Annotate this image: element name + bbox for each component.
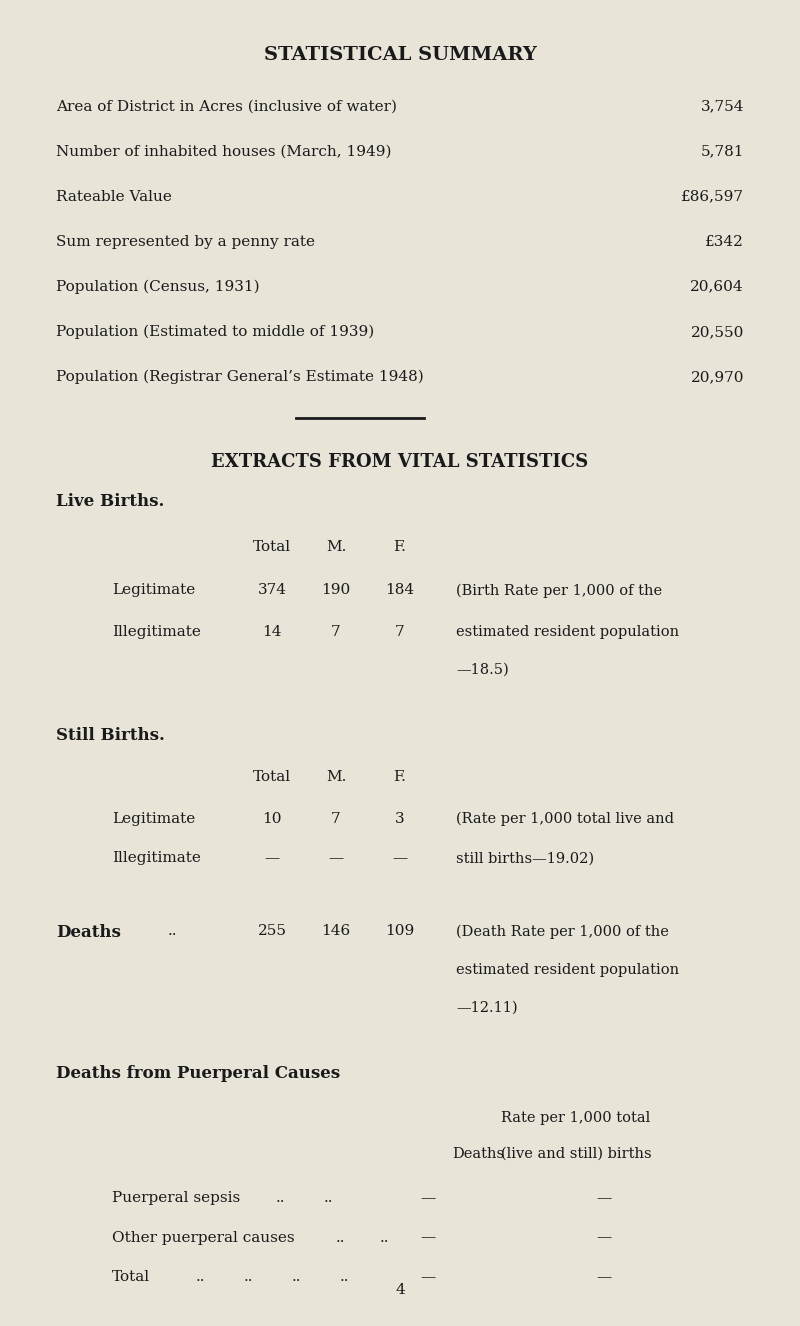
Text: (live and still) births: (live and still) births — [501, 1147, 651, 1162]
Text: EXTRACTS FROM VITAL STATISTICS: EXTRACTS FROM VITAL STATISTICS — [211, 453, 589, 472]
Text: 7: 7 — [331, 812, 341, 826]
Text: —: — — [596, 1231, 612, 1245]
Text: ..: .. — [292, 1270, 302, 1285]
Text: Sum represented by a penny rate: Sum represented by a penny rate — [56, 235, 315, 249]
Text: 3: 3 — [395, 812, 405, 826]
Text: —: — — [596, 1270, 612, 1285]
Text: ..: .. — [324, 1191, 334, 1205]
Text: Deaths: Deaths — [452, 1147, 504, 1162]
Text: (Death Rate per 1,000 of the: (Death Rate per 1,000 of the — [456, 924, 669, 939]
Text: 14: 14 — [262, 625, 282, 639]
Text: Total: Total — [253, 540, 291, 554]
Text: Legitimate: Legitimate — [112, 812, 195, 826]
Text: Deaths: Deaths — [56, 924, 121, 941]
Text: 20,970: 20,970 — [690, 370, 744, 385]
Text: —18.5): —18.5) — [456, 663, 509, 678]
Text: (Birth Rate per 1,000 of the: (Birth Rate per 1,000 of the — [456, 583, 662, 598]
Text: Total: Total — [112, 1270, 150, 1285]
Text: 109: 109 — [386, 924, 414, 939]
Text: STATISTICAL SUMMARY: STATISTICAL SUMMARY — [263, 46, 537, 65]
Text: Population (Census, 1931): Population (Census, 1931) — [56, 280, 260, 294]
Text: £86,597: £86,597 — [681, 190, 744, 204]
Text: —: — — [264, 851, 280, 866]
Text: 4: 4 — [395, 1282, 405, 1297]
Text: M.: M. — [326, 770, 346, 785]
Text: Total: Total — [253, 770, 291, 785]
Text: Still Births.: Still Births. — [56, 727, 165, 744]
Text: estimated resident population: estimated resident population — [456, 963, 679, 977]
Text: ..: .. — [244, 1270, 254, 1285]
Text: —: — — [420, 1270, 436, 1285]
Text: Deaths from Puerperal Causes: Deaths from Puerperal Causes — [56, 1065, 340, 1082]
Text: Rateable Value: Rateable Value — [56, 190, 172, 204]
Text: (Rate per 1,000 total live and: (Rate per 1,000 total live and — [456, 812, 674, 826]
Text: —12.11): —12.11) — [456, 1001, 518, 1016]
Text: Area of District in Acres (inclusive of water): Area of District in Acres (inclusive of … — [56, 99, 397, 114]
Text: 146: 146 — [322, 924, 350, 939]
Text: 5,781: 5,781 — [701, 145, 744, 159]
Text: 7: 7 — [395, 625, 405, 639]
Text: ..: .. — [380, 1231, 390, 1245]
Text: £342: £342 — [705, 235, 744, 249]
Text: Puerperal sepsis: Puerperal sepsis — [112, 1191, 240, 1205]
Text: —: — — [596, 1191, 612, 1205]
Text: 3,754: 3,754 — [701, 99, 744, 114]
Text: F.: F. — [394, 540, 406, 554]
Text: M.: M. — [326, 540, 346, 554]
Text: —: — — [328, 851, 344, 866]
Text: 7: 7 — [331, 625, 341, 639]
Text: —: — — [392, 851, 408, 866]
Text: 20,550: 20,550 — [690, 325, 744, 339]
Text: Legitimate: Legitimate — [112, 583, 195, 598]
Text: Rate per 1,000 total: Rate per 1,000 total — [502, 1111, 650, 1126]
Text: ..: .. — [276, 1191, 286, 1205]
Text: Illegitimate: Illegitimate — [112, 625, 201, 639]
Text: 184: 184 — [386, 583, 414, 598]
Text: —: — — [420, 1191, 436, 1205]
Text: still births—19.02): still births—19.02) — [456, 851, 594, 866]
Text: 20,604: 20,604 — [690, 280, 744, 294]
Text: 10: 10 — [262, 812, 282, 826]
Text: Population (Estimated to middle of 1939): Population (Estimated to middle of 1939) — [56, 325, 374, 339]
Text: Number of inhabited houses (March, 1949): Number of inhabited houses (March, 1949) — [56, 145, 391, 159]
Text: Other puerperal causes: Other puerperal causes — [112, 1231, 294, 1245]
Text: Live Births.: Live Births. — [56, 493, 164, 511]
Text: —: — — [420, 1231, 436, 1245]
Text: ..: .. — [196, 1270, 206, 1285]
Text: 255: 255 — [258, 924, 286, 939]
Text: Population (Registrar General’s Estimate 1948): Population (Registrar General’s Estimate… — [56, 370, 424, 385]
Text: ..: .. — [168, 924, 178, 939]
Text: ..: .. — [340, 1270, 350, 1285]
Text: F.: F. — [394, 770, 406, 785]
Text: Illegitimate: Illegitimate — [112, 851, 201, 866]
Text: estimated resident population: estimated resident population — [456, 625, 679, 639]
Text: 374: 374 — [258, 583, 286, 598]
Text: 190: 190 — [322, 583, 350, 598]
Text: ..: .. — [336, 1231, 346, 1245]
